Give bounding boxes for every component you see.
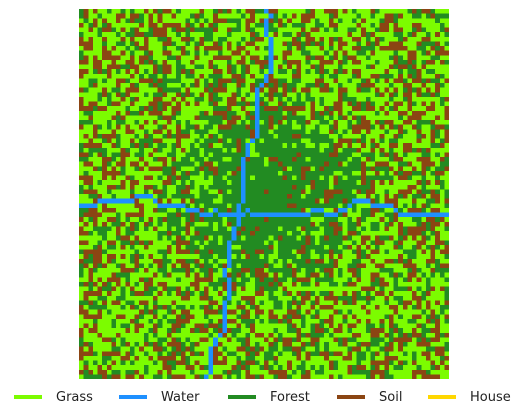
soil-swatch-icon — [337, 395, 365, 399]
terrain-map — [79, 9, 449, 379]
forest-swatch-icon — [228, 395, 256, 399]
legend-item-grass: Grass — [14, 386, 93, 408]
legend-item-forest: Forest — [228, 386, 310, 408]
legend-label-forest: Forest — [270, 389, 310, 405]
grass-swatch-icon — [14, 395, 42, 399]
legend-item-water: Water — [119, 386, 199, 408]
legend-label-soil: Soil — [379, 389, 403, 405]
legend-item-house: House — [428, 386, 511, 408]
legend-item-soil: Soil — [337, 386, 402, 408]
map-legend: Grass Water Forest Soil House — [0, 386, 528, 408]
legend-label-house: House — [470, 389, 511, 405]
water-swatch-icon — [119, 395, 147, 399]
legend-label-grass: Grass — [56, 389, 93, 405]
legend-label-water: Water — [161, 389, 200, 405]
house-swatch-icon — [428, 395, 456, 399]
